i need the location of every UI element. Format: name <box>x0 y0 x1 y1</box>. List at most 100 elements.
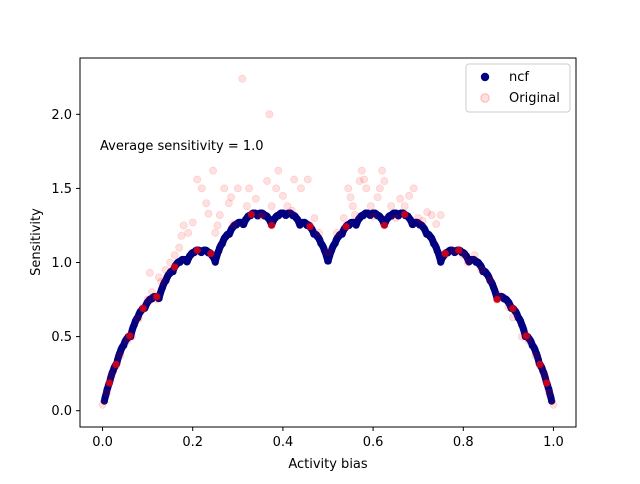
original-point <box>405 191 414 200</box>
original-point <box>418 217 427 225</box>
original-point <box>346 193 355 202</box>
original-point <box>486 276 495 285</box>
y-tick-label: 2.0 <box>51 108 72 123</box>
original-point <box>211 228 220 237</box>
original-point-on-curve <box>441 249 449 258</box>
original-point <box>274 166 283 175</box>
original-point <box>396 194 405 203</box>
legend-label-original: Original <box>509 91 560 106</box>
original-point-on-curve <box>105 379 113 387</box>
original-point <box>303 175 312 184</box>
original-point <box>333 228 341 237</box>
original-point-on-curve <box>139 304 147 313</box>
original-point <box>166 258 175 267</box>
original-point <box>362 184 371 193</box>
original-point <box>400 202 409 211</box>
original-point <box>470 251 479 259</box>
y-axis-label: Sensitivity <box>29 208 44 276</box>
original-point <box>344 184 353 193</box>
original-point-on-curve <box>306 223 314 231</box>
original-point <box>157 277 166 286</box>
original-point <box>143 295 152 304</box>
original-point <box>508 313 517 322</box>
original-point <box>177 231 186 240</box>
original-point-on-curve <box>112 360 120 368</box>
original-point-on-curve <box>401 210 409 219</box>
original-point <box>432 220 441 228</box>
legend-box <box>465 63 571 113</box>
original-point <box>272 184 281 193</box>
original-point <box>179 221 188 230</box>
original-point <box>155 273 163 282</box>
x-tick-label: 1.0 <box>543 435 564 450</box>
original-point <box>242 202 251 211</box>
original-point <box>545 389 553 397</box>
original-point <box>193 175 202 184</box>
original-point <box>107 371 116 380</box>
original-point <box>297 184 305 193</box>
original-point <box>204 209 213 218</box>
y-tick-label: 0.0 <box>51 404 72 419</box>
original-point <box>459 251 468 259</box>
original-point <box>351 211 359 219</box>
average-sensitivity-annotation: Average sensitivity = 1.0 <box>100 139 264 154</box>
original-point <box>116 351 125 360</box>
original-point <box>339 214 348 222</box>
original-point-on-curve <box>268 221 276 230</box>
original-point <box>184 228 193 237</box>
original-point <box>375 184 384 193</box>
original-point <box>310 214 319 222</box>
y-tick-label: 1.5 <box>51 182 72 197</box>
original-point <box>98 400 107 409</box>
original-point <box>324 248 332 257</box>
original-point <box>288 206 296 215</box>
original-point <box>531 351 540 360</box>
original-point <box>283 202 292 211</box>
original-point <box>391 214 400 222</box>
original-point <box>188 218 197 227</box>
original-point <box>378 166 387 175</box>
plot-frame <box>79 57 577 428</box>
original-point <box>477 266 486 274</box>
x-tick-label: 0.4 <box>273 435 294 450</box>
original-point <box>540 371 549 380</box>
original-point <box>355 177 364 185</box>
original-point-on-curve <box>153 292 161 301</box>
ncf-point <box>548 397 556 405</box>
plot-points <box>98 74 558 409</box>
original-point <box>263 177 272 185</box>
original-point <box>202 199 211 208</box>
original-point <box>238 74 247 83</box>
original-point-on-curve <box>455 246 463 254</box>
original-point <box>265 110 274 119</box>
original-point <box>245 184 253 193</box>
original-point-on-curve <box>536 360 544 368</box>
original-point <box>380 177 389 185</box>
original-point-on-curve <box>342 223 350 231</box>
original-point-on-curve <box>171 263 179 271</box>
original-point <box>315 228 323 237</box>
x-tick-label: 0.6 <box>363 435 384 450</box>
original-point <box>436 211 445 219</box>
original-point-on-curve <box>193 246 201 254</box>
original-point <box>387 202 396 211</box>
original-point <box>224 199 233 208</box>
original-point <box>215 211 224 219</box>
original-point <box>103 389 111 397</box>
y-tick-label: 0.5 <box>51 330 72 345</box>
x-axis-label: Activity bias <box>288 457 368 472</box>
original-point-on-curve <box>543 379 551 387</box>
x-tick-label: 0.8 <box>453 435 474 450</box>
original-point <box>213 221 222 230</box>
original-point <box>427 211 436 219</box>
original-point <box>251 194 260 203</box>
original-point <box>357 166 366 175</box>
original-point <box>170 251 179 259</box>
original-point <box>258 211 267 219</box>
legend-marker-original <box>480 93 490 103</box>
original-point <box>256 212 265 221</box>
original-point <box>373 193 382 202</box>
original-point <box>233 184 242 193</box>
x-tick-label: 0.2 <box>182 435 203 450</box>
